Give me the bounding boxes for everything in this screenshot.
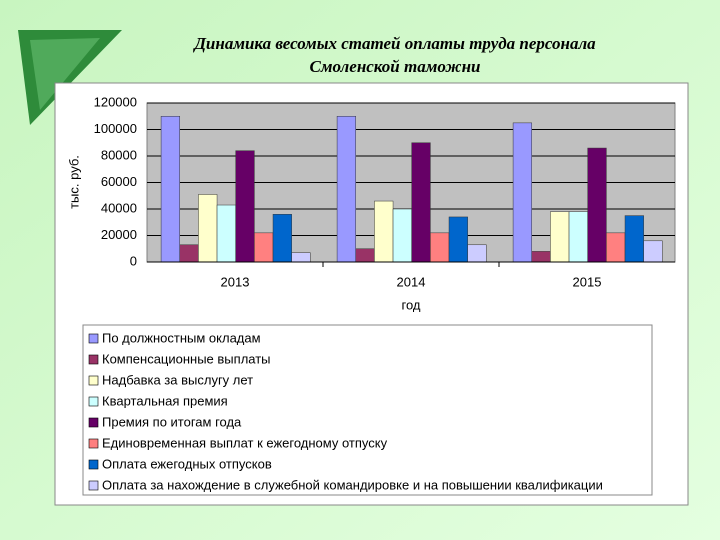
y-tick-label: 100000 — [94, 121, 137, 136]
legend-label: Премия по итогам года — [102, 414, 242, 429]
legend-swatch — [88, 396, 99, 407]
legend-label: Оплата за нахождение в служебной команди… — [102, 477, 603, 492]
bar — [448, 216, 468, 263]
bar — [272, 214, 292, 263]
bar — [179, 244, 199, 263]
legend-label: Надбавка за выслугу лет — [102, 372, 253, 387]
bar — [216, 204, 236, 263]
x-tick-label: 2013 — [221, 274, 250, 289]
legend-label: Квартальная премия — [102, 393, 228, 408]
legend-swatch — [88, 333, 99, 344]
y-tick-label: 40000 — [101, 200, 137, 215]
bar — [411, 142, 431, 263]
bar — [550, 211, 570, 263]
legend-label: Оплата ежегодных отпусков — [102, 456, 272, 471]
y-axis-title: тыс. руб. — [66, 155, 81, 209]
chart-title: Динамика весомых статей оплаты труда пер… — [192, 34, 596, 53]
bar — [160, 116, 180, 263]
legend-label: Компенсационные выплаты — [102, 351, 271, 366]
bar — [568, 211, 588, 263]
chart-title: Смоленской таможни — [309, 57, 480, 76]
x-axis-title: год — [402, 297, 421, 312]
bar — [587, 147, 607, 263]
legend-swatch — [88, 438, 99, 449]
bar — [643, 240, 663, 263]
y-tick-label: 20000 — [101, 227, 137, 242]
y-tick-label: 120000 — [94, 94, 137, 109]
bar — [392, 208, 412, 263]
bar — [336, 116, 356, 263]
bar — [467, 244, 487, 263]
x-tick-label: 2014 — [397, 274, 426, 289]
decor-triangle-inner — [30, 38, 100, 110]
bar — [198, 194, 218, 263]
y-tick-label: 0 — [130, 253, 137, 268]
bar — [624, 215, 644, 263]
bar — [374, 200, 394, 263]
bar — [291, 252, 311, 263]
legend — [82, 324, 653, 496]
bar — [235, 150, 255, 263]
bar — [606, 232, 626, 263]
legend-swatch — [88, 354, 99, 365]
legend-swatch — [88, 480, 99, 491]
bar — [430, 232, 450, 263]
bar — [512, 122, 532, 263]
legend-swatch — [88, 417, 99, 428]
bar — [531, 251, 551, 263]
legend-label: По должностным окладам — [102, 330, 261, 345]
x-tick-label: 2015 — [573, 274, 602, 289]
legend-swatch — [88, 459, 99, 470]
bar — [254, 232, 274, 263]
y-tick-label: 80000 — [101, 147, 137, 162]
bar — [355, 248, 375, 263]
legend-swatch — [88, 375, 99, 386]
y-tick-label: 60000 — [101, 174, 137, 189]
legend-label: Единовременная выплат к ежегодному отпус… — [102, 435, 388, 450]
